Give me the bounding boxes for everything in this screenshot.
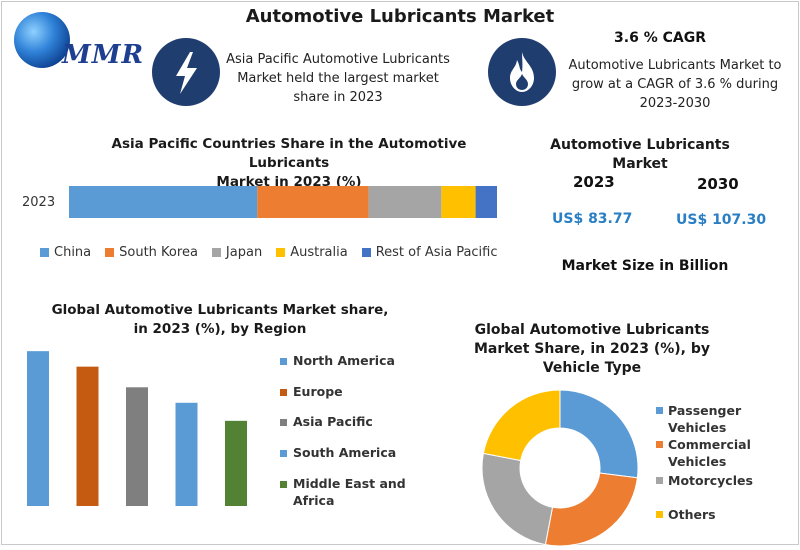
donut-slice-motorcycles (481, 452, 554, 546)
asia-chart-title-line: Asia Pacific Countries Share in the Auto… (111, 136, 467, 171)
flame-badge (488, 38, 556, 106)
legend-swatch (280, 450, 287, 457)
region-legend-item-europe: Europe (280, 383, 410, 400)
page-title: Automotive Lubricants Market (245, 6, 555, 27)
info-right-line: 2023-2030 (639, 96, 711, 111)
legend-label: Vehicles (668, 420, 727, 435)
legend-label: Rest of Asia Pacific (375, 245, 498, 260)
region-legend-item-asia-pacific: Asia Pacific (280, 413, 410, 430)
market-size-subtitle: Market Size in Billion (561, 258, 729, 274)
asia-chart-legend: China South Korea Japan Australia Rest of As… (40, 245, 510, 260)
legend-label: Asia Pacific (293, 414, 373, 429)
legend-label: Europe (293, 384, 343, 399)
legend-label: Passenger (668, 403, 742, 418)
legend-item-japan: Japan (211, 245, 263, 260)
region-legend-item-south-america: South America (280, 444, 410, 461)
legend-label: Australia (290, 245, 348, 260)
legend-item-south-korea: South Korea (105, 245, 198, 260)
vehicle-chart-legend: Passenger Vehicles Commercial Vehicles Motor… (656, 400, 796, 540)
flame-icon (510, 52, 534, 92)
cagr-title: 3.6 % CAGR (614, 30, 706, 46)
donut-slice-others (482, 389, 561, 462)
vehicle-chart-title: Global Automotive Lubricants Market Shar… (472, 321, 712, 378)
legend-label: North America (293, 353, 395, 368)
info-right-line: Automotive Lubricants Market to (568, 58, 782, 73)
legend-label: Middle East and Africa (293, 476, 406, 508)
legend-swatch (211, 248, 221, 257)
legend-swatch (280, 419, 287, 426)
info-left-line: Market held the largest market (237, 71, 439, 86)
market-value-2023: US$ 83.77 (552, 211, 633, 227)
legend-swatch (280, 358, 287, 365)
vehicle-chart-title-line: Market Share, in 2023 (%), by (473, 341, 710, 357)
legend-swatch (276, 248, 286, 257)
stack-segment-china (69, 186, 258, 218)
legend-swatch (280, 389, 287, 396)
cagr-info: Automotive Lubricants Market to grow at … (556, 56, 794, 113)
stack-segment-australia (441, 186, 476, 218)
region-bar-chart (27, 351, 247, 506)
legend-label: Commercial (668, 437, 751, 452)
vehicle-donut-chart (481, 389, 639, 547)
legend-label: South America (293, 445, 397, 460)
info-left-line: Asia Pacific Automotive Lubricants (226, 52, 450, 67)
vehicle-legend-item-others: Others (656, 506, 716, 523)
legend-label: China (54, 245, 92, 260)
legend-swatch (105, 248, 115, 257)
vehicle-legend-item-motorcycles: Motorcycles (656, 472, 753, 489)
region-legend-item-north-america: North America (280, 352, 410, 369)
region-legend-item-middle-east-and-africa: Middle East and Africa (280, 475, 410, 509)
legend-item-australia: Australia (276, 245, 348, 260)
legend-label: Vehicles (668, 454, 727, 469)
region-chart-title: Global Automotive Lubricants Market shar… (40, 301, 400, 339)
vehicle-chart-title-line: Vehicle Type (542, 360, 642, 376)
region-bar-middle-east-and-africa (225, 420, 247, 506)
region-bar-south-america (175, 402, 198, 506)
legend-item-china: China (40, 245, 91, 260)
stack-segment-rest-of-asia-pacific (475, 186, 497, 218)
legend-label: South Korea (119, 245, 198, 260)
market-year-2023: 2023 (573, 173, 615, 191)
legend-swatch (280, 481, 287, 488)
legend-swatch (40, 248, 49, 257)
info-right-line: grow at a CAGR of 3.6 % during (571, 77, 779, 92)
stack-segment-south-korea (257, 186, 369, 218)
market-value-2030: US$ 107.30 (676, 212, 767, 228)
market-year-2030: 2030 (697, 175, 739, 193)
donut-slice-commercial-vehicles (544, 472, 638, 547)
legend-swatch (656, 407, 663, 414)
legend-label: Motorcycles (668, 473, 753, 488)
info-left-line: share in 2023 (293, 90, 383, 105)
asia-stacked-bar (69, 186, 497, 218)
region-chart-title-line: Global Automotive Lubricants Market shar… (51, 302, 389, 318)
legend-item-rest-of-asia-pacific: Rest of Asia Pacific (361, 245, 498, 260)
market-size-title: Automotive Lubricants Market (550, 137, 730, 172)
region-bar-north-america (27, 351, 49, 506)
region-chart-title-line: in 2023 (%), by Region (133, 321, 307, 337)
vehicle-chart-title-line: Global Automotive Lubricants (474, 322, 710, 338)
legend-swatch (361, 248, 371, 257)
region-bar-europe (76, 366, 99, 506)
donut-slice-passenger-vehicles (559, 389, 639, 479)
legend-swatch (656, 477, 663, 484)
globe-logo-icon (14, 12, 70, 68)
region-bar-asia-pacific (126, 387, 148, 506)
lightning-badge (152, 38, 220, 106)
asia-pacific-info: Asia Pacific Automotive Lubricants Marke… (220, 50, 456, 107)
logo-text: MMR (62, 40, 145, 70)
vehicle-legend-item-passenger-vehicles: Passenger Vehicles (656, 402, 741, 436)
legend-swatch (656, 441, 663, 448)
asia-chart-title: Asia Pacific Countries Share in the Auto… (70, 135, 508, 192)
legend-label: Japan (225, 245, 263, 260)
stack-segment-japan (368, 186, 442, 218)
vehicle-legend-item-commercial-vehicles: Commercial Vehicles (656, 436, 751, 470)
legend-swatch (656, 511, 663, 518)
asia-chart-category-label: 2023 (22, 195, 56, 210)
legend-label: Others (668, 507, 716, 522)
lightning-icon (176, 52, 197, 94)
